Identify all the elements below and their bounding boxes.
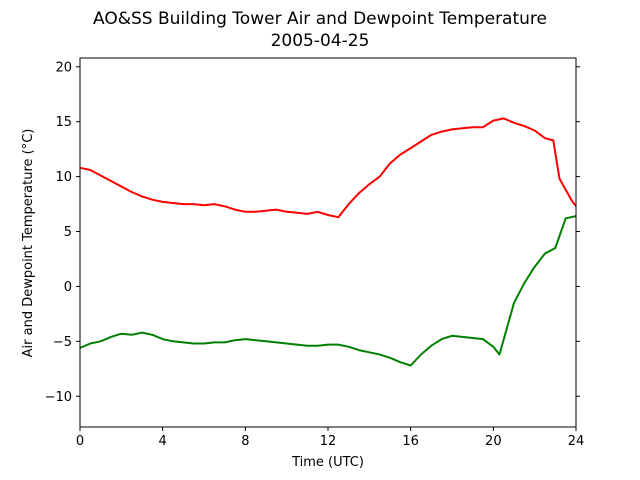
series-line-0 <box>79 117 577 219</box>
x-tick-label: 16 <box>402 434 419 449</box>
y-tick-label: −5 <box>53 335 72 350</box>
tick-layer: 0 4 8 12 16 20 24 −10 −5 0 5 10 15 20 <box>45 60 585 449</box>
x-tick-label: 0 <box>76 434 84 449</box>
chart-title: AO&SS Building Tower Air and Dewpoint Te… <box>93 9 547 29</box>
y-tick-label: 15 <box>55 115 72 130</box>
plot-area-frame <box>79 57 577 428</box>
x-tick-label: 8 <box>241 434 249 449</box>
y-tick-label: 10 <box>55 170 72 185</box>
x-tick-label: 24 <box>568 434 585 449</box>
y-tick-label: 20 <box>55 60 72 75</box>
x-tick-label: 4 <box>159 434 167 449</box>
y-axis-label: Air and Dewpoint Temperature (°C) <box>21 129 36 358</box>
x-axis-label: Time (UTC) <box>291 455 364 470</box>
series-line-1 <box>79 215 577 367</box>
x-tick-label: 12 <box>320 434 337 449</box>
y-tick-label: 5 <box>64 225 72 240</box>
chart-subtitle: 2005-04-25 <box>271 31 370 51</box>
series-layer <box>79 117 577 367</box>
x-tick-label: 20 <box>485 434 502 449</box>
y-tick-label: −10 <box>45 390 72 405</box>
y-tick-label: 0 <box>64 280 72 295</box>
